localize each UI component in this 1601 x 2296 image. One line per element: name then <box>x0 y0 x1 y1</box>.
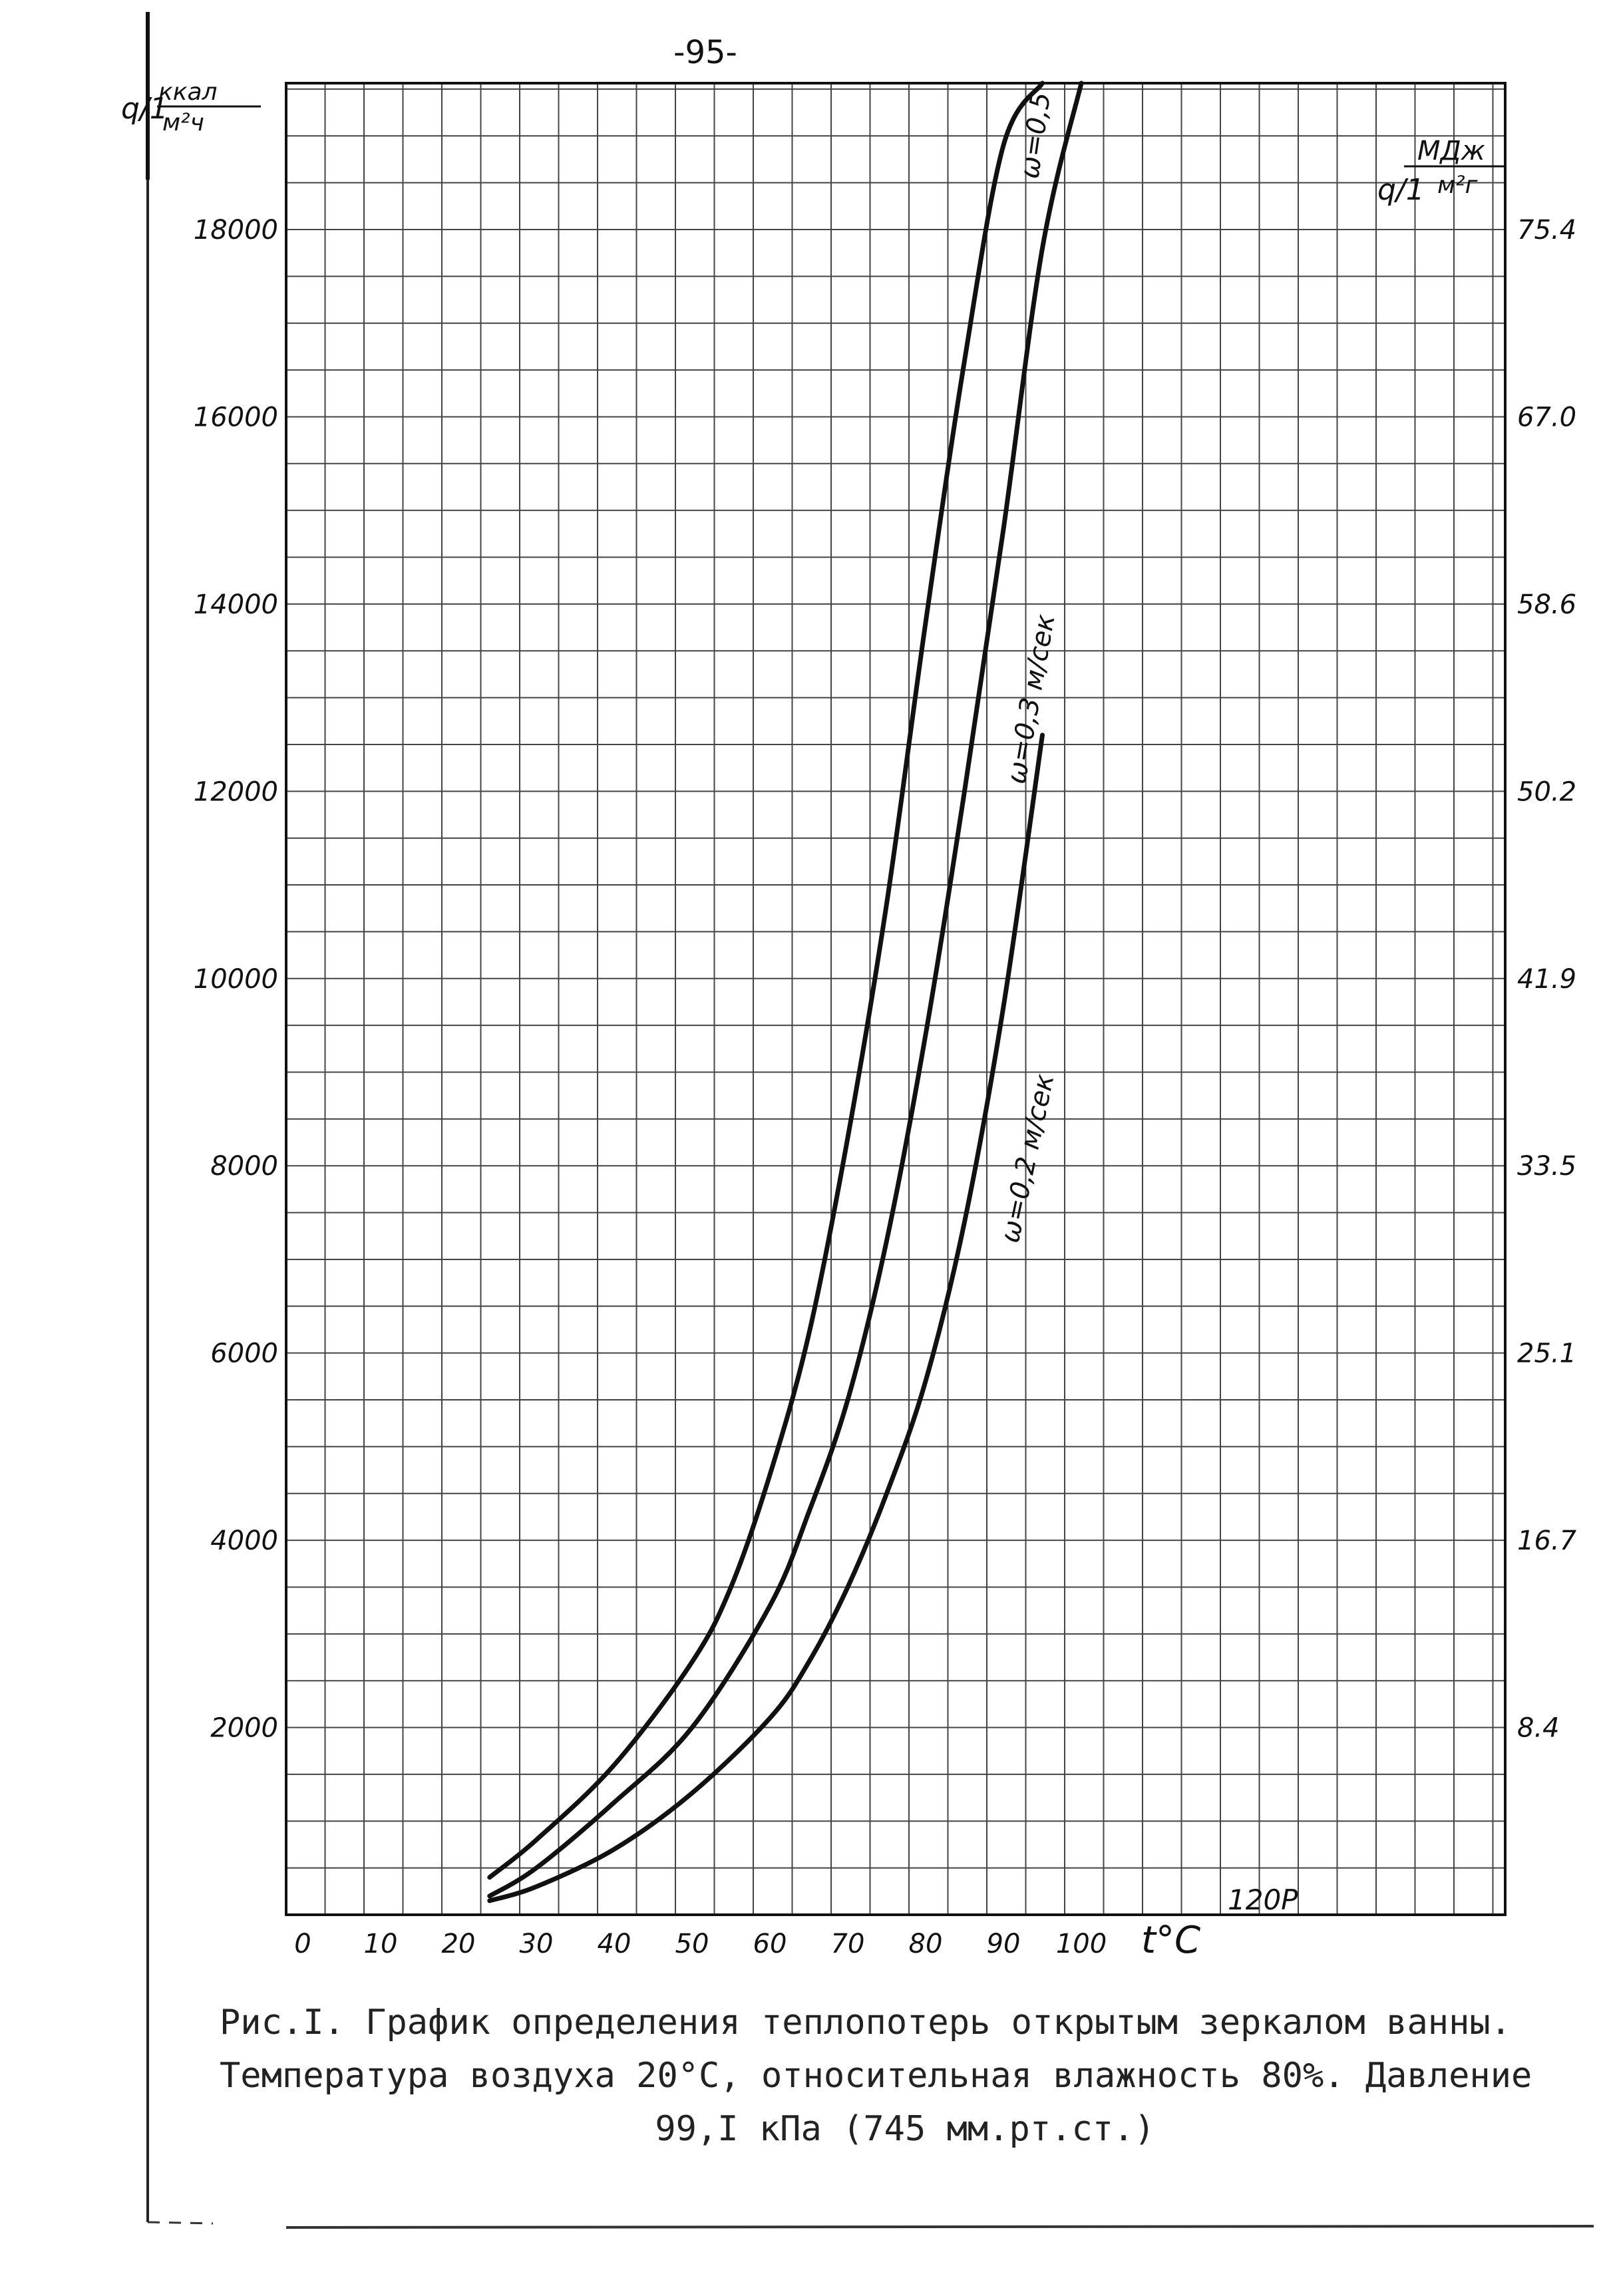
right-unit-denominator: м²г <box>1437 172 1479 199</box>
y-tick-label: 4000 <box>210 1526 278 1556</box>
x-tick-label: 80 <box>909 1929 943 1959</box>
y-tick-label: 14000 <box>194 589 278 620</box>
left-unit-label: q/1 ккал м²ч <box>121 79 261 136</box>
series-line <box>487 81 1084 1899</box>
caption-line-2: Температура воздуха 20°С, относительная … <box>220 2056 1532 2096</box>
x-tick-label: 20 <box>442 1929 476 1959</box>
right-unit-label: МДж q/1 м²г <box>1377 136 1504 207</box>
page-number: -95- <box>673 34 737 71</box>
page-number-box: -95- <box>673 34 737 71</box>
plot-border <box>285 82 1507 1916</box>
chart: ω=0,5ω=0,3 м/сек ω=0,2 м/сек 0 10 20 30 40 50 6… <box>121 79 1577 1962</box>
right-unit-symbol: q/1 <box>1377 173 1425 207</box>
left-unit-denominator: м²ч <box>162 109 204 136</box>
grid <box>285 83 1505 1915</box>
x-tick-label: 10 <box>364 1929 398 1959</box>
series-1: ω=0,5 <box>487 81 1057 1880</box>
y-tick-label: 16000 <box>194 402 278 432</box>
caption-line-3: 99,I кПа (745 мм.рт.ст.) <box>655 2109 1155 2149</box>
stamp-text: 120P <box>1228 1884 1298 1916</box>
x-tick-label: 30 <box>520 1929 554 1959</box>
tick-labels: 0 10 20 30 40 50 60 70 80 90 100 2000 8.4 4000 16.7 600… <box>194 215 1577 1959</box>
y-tick-label: 6000 <box>210 1339 278 1369</box>
series-3: ω=0,2 м/сек <box>487 733 1061 1903</box>
y-tick-label: 2000 <box>210 1713 278 1744</box>
series-label: ω=0,3 м/сек <box>1001 612 1061 786</box>
x-tick-label: 100 <box>1056 1929 1107 1959</box>
y-tick-label: 10000 <box>194 964 278 995</box>
y2-tick-label: 8.4 <box>1517 1713 1560 1744</box>
left-unit-numerator: ккал <box>158 79 218 106</box>
right-unit-numerator: МДж <box>1417 136 1485 166</box>
x-tick-label: 90 <box>987 1929 1021 1959</box>
series-group: ω=0,5ω=0,3 м/сек ω=0,2 м/сек <box>487 81 1084 1903</box>
y2-tick-label: 50.2 <box>1517 776 1576 807</box>
caption-line-1: Рис.I. График определения теплопотерь от… <box>220 2003 1512 2043</box>
series-label: ω=0,2 м/сек <box>995 1071 1061 1245</box>
left-unit-symbol: q/1 <box>121 92 168 126</box>
series-line <box>487 81 1045 1880</box>
y-tick-label: 12000 <box>194 776 278 807</box>
y-tick-label: 8000 <box>210 1151 278 1182</box>
x-tick-label: 40 <box>598 1929 631 1959</box>
y2-tick-label: 33.5 <box>1517 1151 1576 1182</box>
series-2: ω=0,3 м/сек <box>487 81 1084 1899</box>
x-tick-label: 50 <box>675 1929 709 1959</box>
y2-tick-label: 16.7 <box>1517 1526 1577 1556</box>
y2-tick-label: 58.6 <box>1517 589 1576 620</box>
y2-tick-label: 25.1 <box>1517 1339 1576 1369</box>
y2-tick-label: 41.9 <box>1517 964 1576 995</box>
plot-frame <box>285 82 1507 1916</box>
y-tick-label: 18000 <box>194 215 278 246</box>
x-tick-label: 0 <box>294 1929 311 1959</box>
y2-tick-label: 75.4 <box>1517 215 1576 246</box>
y2-tick-label: 67.0 <box>1517 402 1576 432</box>
series-line <box>487 733 1045 1903</box>
x-tick-label: 70 <box>831 1929 865 1959</box>
x-axis-label: t°C <box>1141 1919 1200 1962</box>
x-tick-label: 60 <box>753 1929 787 1959</box>
